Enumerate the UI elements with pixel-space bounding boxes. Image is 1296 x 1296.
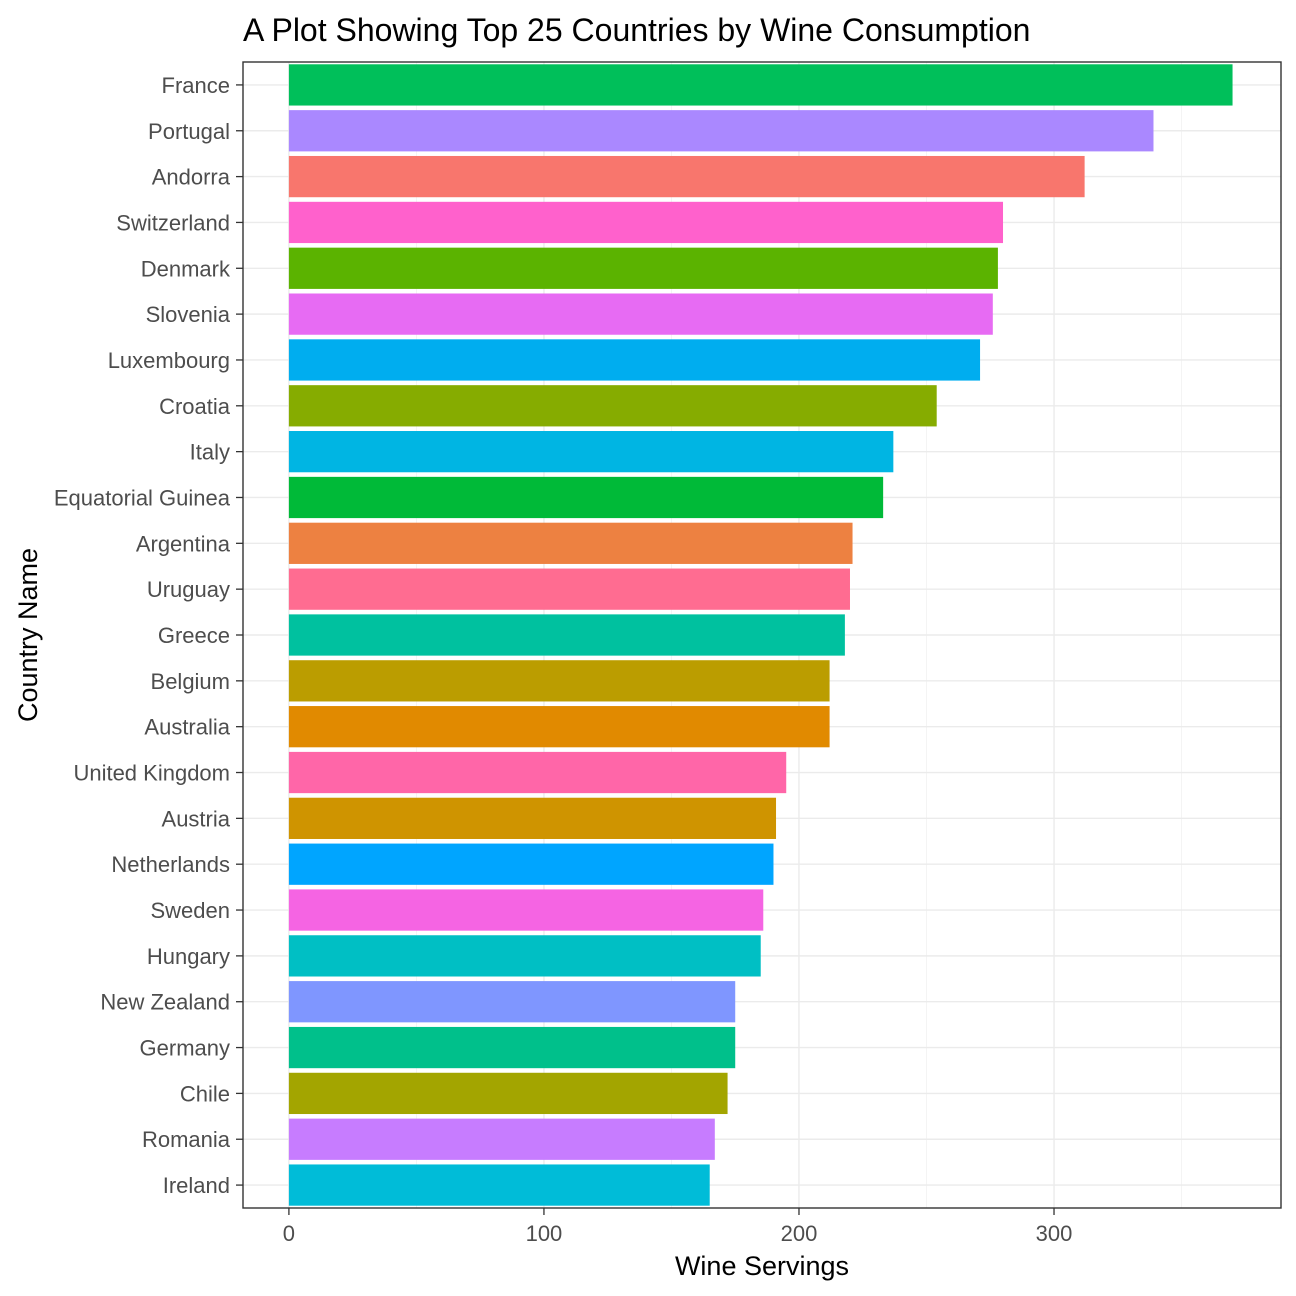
y-tick-label: Denmark bbox=[141, 256, 231, 281]
y-tick-label: Switzerland bbox=[116, 210, 230, 235]
bar bbox=[288, 706, 830, 748]
y-tick-label: New Zealand bbox=[100, 990, 230, 1015]
y-tick-label: Argentina bbox=[136, 531, 231, 556]
bar bbox=[288, 339, 981, 381]
bar bbox=[288, 797, 777, 839]
bar bbox=[288, 293, 993, 335]
bar bbox=[288, 843, 774, 885]
bar bbox=[288, 751, 787, 794]
y-tick-label: Slovenia bbox=[146, 302, 231, 327]
y-tick-label: Sweden bbox=[150, 898, 230, 923]
y-tick-label: Andorra bbox=[152, 165, 231, 190]
y-tick-label: Greece bbox=[158, 623, 230, 648]
x-axis: 0 100 200 300 bbox=[283, 1208, 1073, 1246]
bar bbox=[288, 660, 830, 702]
y-tick-label: Chile bbox=[180, 1081, 230, 1106]
bar bbox=[288, 1026, 736, 1069]
y-tick-label: Romania bbox=[142, 1127, 231, 1152]
bar bbox=[288, 1072, 728, 1115]
y-tick-label: United Kingdom bbox=[73, 761, 230, 786]
bar bbox=[288, 568, 850, 610]
bar bbox=[288, 431, 894, 473]
x-tick-label: 0 bbox=[283, 1221, 295, 1246]
y-tick-label: Netherlands bbox=[111, 852, 230, 877]
x-tick-label: 200 bbox=[781, 1221, 818, 1246]
y-tick-label: Portugal bbox=[148, 119, 230, 144]
y-tick-label: Italy bbox=[190, 440, 230, 465]
x-tick-label: 300 bbox=[1036, 1221, 1073, 1246]
bar bbox=[288, 110, 1154, 152]
y-tick-label: Austria bbox=[162, 806, 231, 831]
bars bbox=[288, 64, 1233, 1206]
x-tick-label: 100 bbox=[526, 1221, 563, 1246]
bar bbox=[288, 522, 853, 564]
bar bbox=[288, 1164, 710, 1206]
y-tick-label: Uruguay bbox=[147, 577, 230, 602]
bar bbox=[288, 247, 998, 289]
bar bbox=[288, 614, 845, 656]
y-tick-label: Equatorial Guinea bbox=[54, 485, 231, 510]
x-axis-title: Wine Servings bbox=[675, 1251, 849, 1281]
y-tick-label: Belgium bbox=[151, 669, 230, 694]
bar bbox=[288, 201, 1004, 244]
chart-title: A Plot Showing Top 25 Countries by Wine … bbox=[243, 12, 1030, 48]
bar bbox=[288, 385, 937, 427]
y-tick-label: Australia bbox=[144, 715, 230, 740]
y-tick-label: Germany bbox=[140, 1036, 230, 1061]
bar bbox=[288, 155, 1085, 198]
y-tick-label: France bbox=[162, 73, 230, 98]
y-tick-label: Croatia bbox=[159, 394, 231, 419]
bar bbox=[288, 981, 736, 1023]
y-tick-label: Hungary bbox=[147, 944, 230, 969]
y-axis: France Portugal Andorra Switzerland Denmark S… bbox=[54, 73, 243, 1198]
bar bbox=[288, 64, 1233, 106]
bar bbox=[288, 476, 884, 519]
y-tick-label: Luxembourg bbox=[108, 348, 230, 373]
bar bbox=[288, 935, 761, 977]
bar bbox=[288, 889, 764, 931]
y-axis-title: Country Name bbox=[13, 548, 43, 722]
bar bbox=[288, 1118, 715, 1160]
y-tick-label: Ireland bbox=[163, 1173, 230, 1198]
